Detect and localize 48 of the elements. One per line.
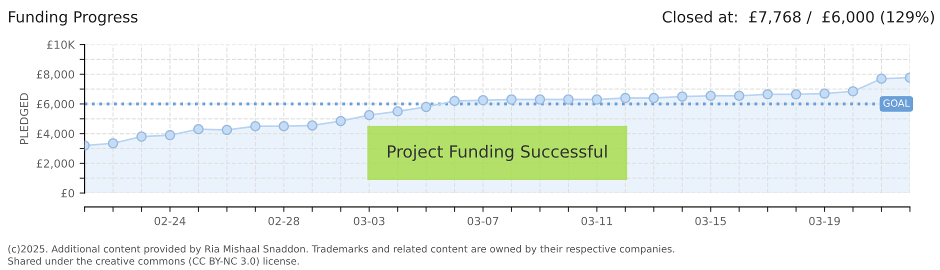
point [250,121,261,132]
text: (c)2025. Additional content provided by Ria Mishaal Snaddon. Trademarks and related content are owned by their respective companies. [8,245,674,254]
point [364,110,374,120]
x-tick-label: 02-28 [268,216,300,226]
point [478,95,488,106]
point [164,130,176,140]
x-tick-label: 03-07 [468,216,498,226]
point [506,94,517,105]
annotation: Project Funding Successful [388,144,607,162]
point [848,86,858,97]
point [534,94,546,105]
text: Shared under the creative commons (CC BY-NC 3.0) license. [8,257,299,266]
point [790,89,802,100]
x-tick-label: 03-19 [809,216,840,226]
point [677,91,688,102]
point [420,102,432,112]
y-tick-label: £10K [47,40,76,49]
x-tick-label: 03-15 [695,216,726,226]
point [734,90,744,101]
point [648,92,659,104]
y-tick-label: £8,000 [36,70,74,80]
point [307,120,318,131]
point [136,131,147,142]
point [563,94,574,105]
point [336,116,346,126]
x-tick-label: 02-24 [154,216,186,226]
point [449,96,460,106]
x-tick-label: 03-03 [354,216,384,226]
x-tick-label: 03-11 [581,216,612,226]
point [193,124,204,134]
chart-title: Funding Progress [9,10,138,26]
point [592,94,602,105]
point [762,89,773,100]
point [819,88,830,99]
point [222,124,232,136]
y-tick-label: £4,000 [36,130,74,140]
y-tick-label: £6,000 [36,100,74,110]
y-tick-label: £2,000 [36,159,74,169]
chart-subtitle: Closed at: £7,768 / £6,000 (129%) [662,10,934,24]
y-tick-label: £0 [61,189,74,198]
point [392,106,403,117]
ref-line-label: GOAL [883,99,910,107]
point [876,73,887,84]
point [620,92,631,104]
point [108,138,118,149]
point [705,90,716,101]
point [278,121,290,132]
y-axis-title: PLEDGED [20,93,28,144]
